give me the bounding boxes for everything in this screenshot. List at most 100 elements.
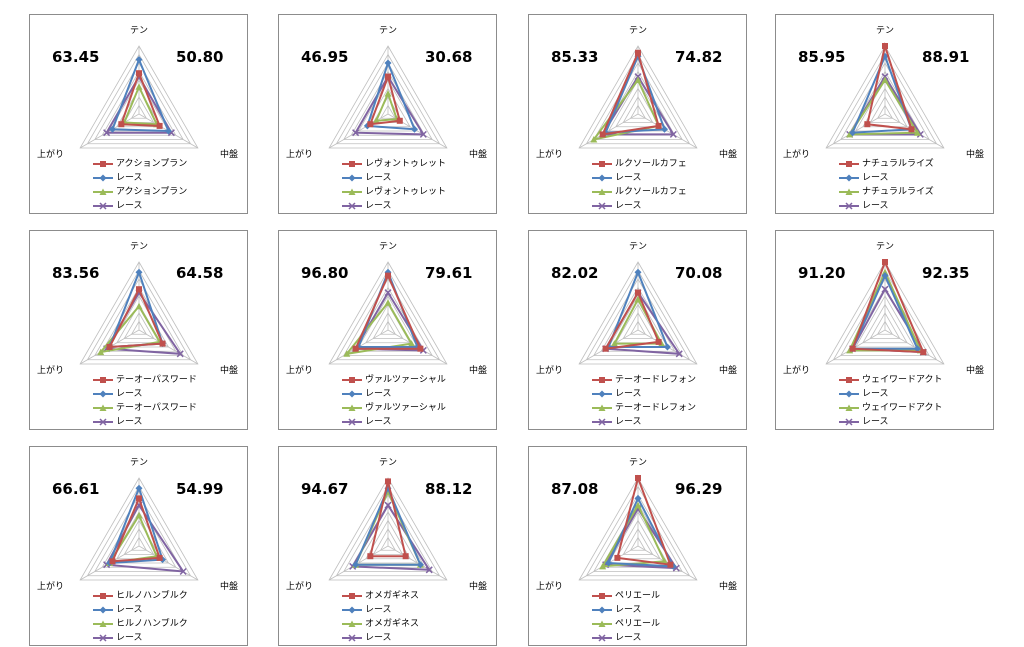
radar-gridline [94,278,184,356]
radar-spoke [825,113,886,149]
legend-swatch [839,390,859,398]
series-2-point [416,561,424,569]
legend-swatch [342,593,362,599]
legend-item: レース [591,387,741,401]
radar-gridline [343,278,433,356]
series-3-point [881,76,889,83]
left-value-label: 82.02 [551,264,598,282]
legend-item: レース [838,415,988,429]
legend-label: レース [116,417,143,427]
radar-gridline [130,320,148,335]
axis-label-top: テン [629,25,647,36]
legend-marker [99,418,107,426]
series-1-point [159,340,166,347]
series-3-point [661,557,669,565]
legend-label: レース [116,201,143,211]
series-line-2 [851,53,913,134]
series-1-point [136,286,142,293]
radar-chart-panel: テン 中盤 上がり 91.20 92.35 ウェイワードアクト レース ウェイワードアクト レー… [775,230,994,430]
legend-label: レース [365,605,392,615]
series-line-2 [354,485,422,566]
series-3-point [913,129,921,136]
axis-label-top: テン [379,25,397,36]
radar-gridline [854,295,916,348]
legend-item: レース [591,415,741,429]
legend-swatch [93,188,113,195]
legend-marker [598,390,606,398]
legend-swatch [592,202,612,210]
legend-marker [100,593,106,599]
legend-label: レース [116,605,143,615]
legend-marker [348,620,356,627]
legend-label: レース [615,605,642,615]
series-2-point [411,125,419,133]
series-4-point [669,130,677,138]
legend-label: テーオーパスワード [116,403,197,413]
series-line-2 [111,56,170,133]
chart-legend: テーオードレフォン レース テーオードレフォン レース [591,373,741,429]
series-line-1 [866,42,913,131]
series-2-point [352,561,360,569]
series-1-point [417,345,424,352]
legend-swatch [342,404,362,411]
legend-swatch [839,174,859,182]
radar-gridline [79,45,199,149]
radar-chart-panel: テン 中盤 上がり 94.67 88.12 オメガギネス レース オメガギネス レース [278,446,497,646]
axis-label-right: 中盤 [220,580,238,592]
radar-gridline [840,278,930,356]
series-line-2 [607,269,669,348]
radar-gridline [869,312,901,339]
legend-swatch [839,202,859,210]
legend-swatch [592,390,612,398]
legend-swatch [839,418,859,426]
axis-label-right: 中盤 [719,148,737,160]
series-2-point [849,129,857,137]
series-2-point [384,268,392,276]
legend-marker [99,202,107,210]
radar-gridline [123,312,155,339]
series-line-1 [110,495,161,563]
radar-gridline [379,104,397,119]
legend-swatch [592,606,612,614]
legend-label: ナチュラルライズ [862,159,934,169]
legend-item: オメガギネス [341,589,491,603]
series-3-point [343,350,351,357]
legend-swatch [592,377,612,383]
legend-label: レース [615,201,642,211]
radar-gridline [629,320,647,335]
radar-gridline [350,70,426,136]
radar-spoke [328,545,389,581]
radar-chart-panel: テン 中盤 上がり 85.33 74.82 ルクソールカフェ レース ルクソールカフェ レース [528,14,747,214]
legend-label: レース [862,173,889,183]
axis-label-left: 上がり [286,148,313,160]
legend-label: テーオードレフォン [615,403,697,413]
radar-gridline [840,62,930,140]
legend-item: レース [341,387,491,401]
legend-item: ペリエール [591,589,741,603]
legend-item: レース [341,603,491,617]
legend-swatch [592,404,612,411]
axis-label-right: 中盤 [220,364,238,376]
radar-gridline [335,269,441,361]
radar-gridline [862,303,908,344]
legend-marker [845,202,853,210]
legend-marker [598,202,606,210]
axis-label-top: テン [130,241,148,252]
legend-swatch [93,174,113,182]
legend-swatch [93,377,113,383]
series-3-point [384,90,392,97]
legend-label: レース [615,173,642,183]
chart-legend: ペリエール レース ペリエール レース [591,589,741,645]
radar-chart-panel: テン 中盤 上がり 87.08 96.29 ペリエール レース ペリエール レース [528,446,747,646]
radar-gridline [130,536,148,551]
axis-label-top: テン [130,25,148,36]
radar-spoke [138,329,199,365]
axis-label-left: 上がり [536,148,563,160]
right-value-label: 92.35 [922,264,969,282]
left-value-label: 63.45 [52,48,99,66]
series-1-point [156,554,163,561]
radar-gridline [876,104,894,119]
